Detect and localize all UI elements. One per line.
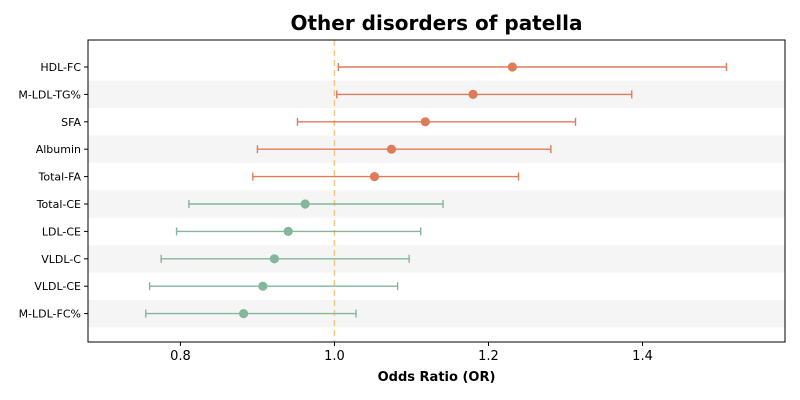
ci-row xyxy=(175,226,422,236)
ci-row xyxy=(337,62,728,72)
x-tick-label: 1.0 xyxy=(324,349,345,364)
y-tick-label: VLDL-CE xyxy=(34,280,81,293)
x-axis: 0.8 1.0 1.2 1.4 xyxy=(170,342,653,364)
ci-row xyxy=(160,254,410,264)
x-axis-label: Odds Ratio (OR) xyxy=(378,370,496,385)
plot-area-frame xyxy=(87,39,786,343)
x-tick-label: 1.2 xyxy=(478,349,499,364)
y-axis: HDL-FC M-LDL-TG% SFA Albumin Total-FA Total-C… xyxy=(18,61,88,321)
chart-title: Other disorders of patella xyxy=(290,11,582,35)
data-marks xyxy=(145,62,728,319)
or-point xyxy=(386,144,397,154)
x-tick-label: 0.8 xyxy=(170,349,191,364)
or-point xyxy=(507,62,517,72)
or-point xyxy=(369,172,380,182)
y-tick-label: M-LDL-TG% xyxy=(18,88,81,101)
or-point xyxy=(300,199,310,209)
y-tick-label: Albumin xyxy=(36,143,81,156)
or-point xyxy=(468,89,478,99)
y-tick-label: VLDL-C xyxy=(41,253,81,266)
y-tick-label: HDL-FC xyxy=(40,61,81,74)
y-tick-label: SFA xyxy=(61,116,81,129)
y-tick-label: Total-CE xyxy=(36,198,81,211)
ci-row xyxy=(145,309,357,319)
ci-row xyxy=(256,144,552,154)
or-point xyxy=(283,226,293,236)
x-tick-label: 1.4 xyxy=(632,349,653,364)
ci-row xyxy=(296,117,577,127)
ci-row xyxy=(336,89,633,99)
or-point xyxy=(269,254,279,264)
ci-row xyxy=(188,199,444,209)
or-point xyxy=(258,281,268,291)
y-tick-label: Total-FA xyxy=(37,171,81,184)
y-tick-label: LDL-CE xyxy=(42,225,81,238)
y-tick-label: M-LDL-FC% xyxy=(19,308,81,321)
ci-row xyxy=(148,281,399,291)
ci-row xyxy=(252,172,520,182)
or-point xyxy=(420,117,430,127)
or-point xyxy=(238,309,249,319)
